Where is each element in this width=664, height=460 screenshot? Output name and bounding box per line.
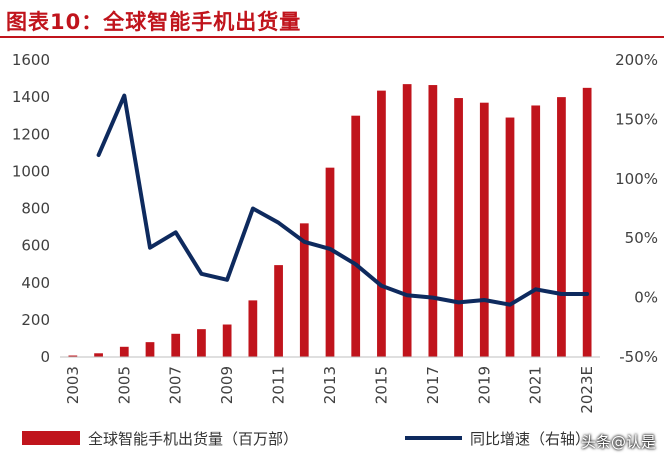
bar-2015 [377,90,386,358]
bar-2019 [479,102,489,357]
x-tick-label: 2023E [578,366,596,414]
left-tick-label: 1200 [12,125,50,143]
right-tick-label: -50% [619,348,658,366]
bar-2021 [531,105,541,358]
legend-bar-label: 全球智能手机出货量（百万部） [88,430,298,448]
watermark: 头条@认是 [580,433,656,451]
x-tick-label: 2013 [321,366,339,404]
left-tick-label: 200 [21,311,50,329]
bar-2009 [222,324,232,357]
x-tick-label: 2015 [372,366,390,404]
x-tick-label: 2011 [270,366,288,404]
bar-2004 [94,353,103,357]
chart-title: 图表10：全球智能手机出货量 [6,10,302,34]
growth-line [96,93,590,307]
left-axis-ticks: 0 200 400 600 800 1000 1200 1400 1600 [12,51,50,366]
bar-2012 [299,223,309,357]
bar-2013 [325,167,335,357]
x-tick-label: 2005 [115,366,133,404]
left-tick-label: 0 [40,348,50,366]
bar-2014 [351,115,361,357]
bar-2007 [171,333,181,357]
bar-2017 [428,85,438,357]
bar-2020 [505,117,515,357]
bar-2006 [145,342,155,357]
x-tick-label: 2003 [64,366,82,404]
left-tick-label: 1600 [12,51,50,69]
right-tick-label: 50% [625,229,658,247]
x-tick-label: 2009 [218,366,236,404]
right-axis-ticks: -50% 0% 50% 100% 150% 200% [615,51,658,366]
right-tick-label: 0% [634,289,658,307]
right-tick-label: 100% [615,170,658,188]
left-tick-label: 400 [21,274,50,292]
x-tick-label: 2017 [424,366,442,404]
x-axis-ticks: 2003 2005 2007 2009 2011 2013 2015 2017 2019 2021… [64,366,596,414]
bar-2008 [197,329,206,357]
line-series-group [96,93,590,307]
bar-2016 [402,84,412,357]
bar-2005 [119,346,129,357]
title-bar: 图表10：全球智能手机出货量 [0,0,664,38]
legend: 全球智能手机出货量（百万部） 同比增速（右轴） [22,430,590,448]
left-tick-label: 800 [21,200,50,218]
legend-line-label: 同比增速（右轴） [470,430,590,448]
bar-2010 [248,300,258,357]
x-tick-label: 2021 [527,366,545,404]
bar-2018 [454,98,463,357]
bar-2003 [68,355,78,357]
left-tick-label: 1000 [12,162,50,180]
right-tick-label: 150% [615,110,658,128]
right-tick-label: 200% [615,51,658,69]
bar-2023E [582,87,592,357]
legend-bar-swatch [22,431,80,445]
bar-series [68,84,592,358]
x-tick-label: 2019 [475,366,493,404]
left-tick-label: 1400 [12,88,50,106]
bar-2011 [274,265,283,357]
bar-2022 [557,97,566,357]
left-tick-label: 600 [21,237,50,255]
x-tick-label: 2007 [167,366,185,404]
